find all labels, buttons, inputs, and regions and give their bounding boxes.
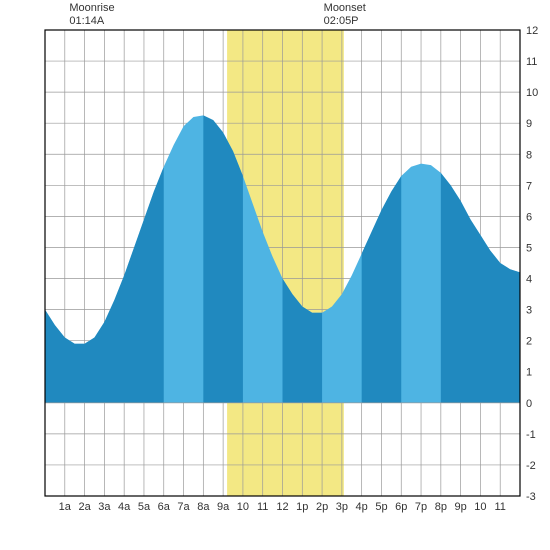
svg-text:4p: 4p xyxy=(356,501,368,513)
svg-text:5a: 5a xyxy=(138,501,151,513)
svg-text:3a: 3a xyxy=(98,501,111,513)
svg-text:1a: 1a xyxy=(59,501,72,513)
svg-text:9: 9 xyxy=(526,118,532,130)
svg-text:8p: 8p xyxy=(435,501,447,513)
moonrise-title: Moonrise xyxy=(69,2,114,15)
svg-text:12: 12 xyxy=(526,25,538,37)
svg-text:8: 8 xyxy=(526,149,532,161)
tide-chart: Moonrise 01:14A Moonset 02:05P 1a2a3a4a5… xyxy=(0,0,550,550)
svg-text:1p: 1p xyxy=(296,501,308,513)
svg-text:2: 2 xyxy=(526,336,532,348)
svg-text:2p: 2p xyxy=(316,501,328,513)
svg-text:7: 7 xyxy=(526,180,532,192)
svg-text:6: 6 xyxy=(526,211,532,223)
svg-text:9p: 9p xyxy=(455,501,467,513)
svg-text:-2: -2 xyxy=(526,460,536,472)
svg-text:11: 11 xyxy=(494,501,505,513)
svg-text:0: 0 xyxy=(526,398,532,410)
svg-text:1: 1 xyxy=(526,367,532,379)
svg-text:11: 11 xyxy=(257,501,268,513)
svg-text:10: 10 xyxy=(526,87,538,99)
svg-text:4a: 4a xyxy=(118,501,131,513)
svg-text:6a: 6a xyxy=(158,501,171,513)
svg-text:3p: 3p xyxy=(336,501,348,513)
svg-text:10: 10 xyxy=(237,501,249,513)
svg-text:5: 5 xyxy=(526,242,532,254)
svg-text:-1: -1 xyxy=(526,429,536,441)
moonset-time: 02:05P xyxy=(324,15,366,28)
svg-text:3: 3 xyxy=(526,305,532,317)
moonset-annotation: Moonset 02:05P xyxy=(324,2,366,28)
moonset-title: Moonset xyxy=(324,2,366,15)
svg-text:5p: 5p xyxy=(375,501,387,513)
svg-text:10: 10 xyxy=(474,501,486,513)
svg-text:2a: 2a xyxy=(78,501,91,513)
svg-text:12: 12 xyxy=(276,501,288,513)
moonrise-time: 01:14A xyxy=(69,15,114,28)
svg-text:7a: 7a xyxy=(177,501,190,513)
svg-text:6p: 6p xyxy=(395,501,407,513)
svg-text:7p: 7p xyxy=(415,501,427,513)
svg-text:9a: 9a xyxy=(217,501,230,513)
moonrise-annotation: Moonrise 01:14A xyxy=(69,2,114,28)
svg-text:-3: -3 xyxy=(526,491,536,503)
svg-text:4: 4 xyxy=(526,274,532,286)
chart-svg: 1a2a3a4a5a6a7a8a9a1011121p2p3p4p5p6p7p8p… xyxy=(0,0,550,550)
svg-text:8a: 8a xyxy=(197,501,210,513)
svg-text:11: 11 xyxy=(526,56,537,68)
